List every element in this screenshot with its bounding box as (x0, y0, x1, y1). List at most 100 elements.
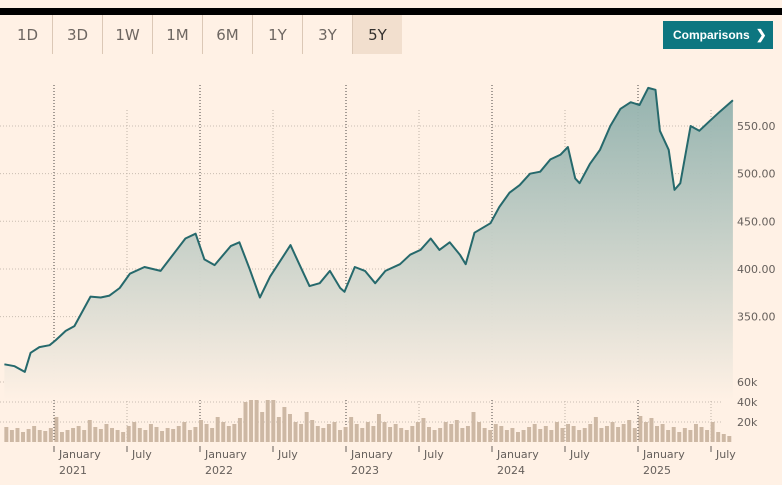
volume-bar (577, 430, 582, 442)
volume-bar (48, 428, 53, 442)
volume-bar (527, 427, 532, 442)
volume-bar (682, 428, 687, 442)
volume-bar (121, 432, 126, 442)
volume-bar (604, 426, 609, 442)
volume-bar (616, 427, 621, 442)
volume-bar (571, 426, 576, 442)
volume-bar (26, 429, 31, 442)
tab-5y[interactable]: 5Y (353, 15, 402, 54)
tab-3y[interactable]: 3Y (303, 15, 353, 54)
volume-tick-label: 20k (737, 416, 758, 429)
tab-1d[interactable]: 1D (3, 15, 53, 54)
volume-tick-label: 60k (737, 376, 758, 389)
volume-bar (304, 412, 309, 442)
x-tick-label: January (496, 448, 539, 461)
volume-bar (349, 417, 354, 442)
volume-bar (338, 430, 343, 442)
volume-bar (588, 424, 593, 442)
tab-1m[interactable]: 1M (153, 15, 203, 54)
y-tick-label: 500.00 (737, 168, 776, 181)
volume-bar (415, 422, 420, 442)
volume-bar (671, 427, 676, 442)
volume-bar (376, 414, 381, 442)
volume-bar (276, 417, 281, 442)
volume-bar (15, 428, 20, 442)
x-tick-label: January (642, 448, 685, 461)
comparisons-button[interactable]: Comparisons ❯ (663, 21, 773, 49)
volume-bar (71, 428, 76, 442)
volume-bar (21, 432, 26, 442)
x-tick-year: 2021 (59, 464, 87, 477)
volume-bar (554, 422, 559, 442)
x-tick-label: July (423, 448, 444, 461)
volume-bar (693, 424, 698, 442)
volume-bar (727, 436, 732, 442)
volume-bar (287, 414, 292, 442)
volume-bar (560, 428, 565, 442)
x-tick-year: 2022 (205, 464, 233, 477)
volume-bar (137, 428, 142, 442)
volume-bar (265, 372, 270, 442)
volume-bar (221, 422, 226, 442)
volume-bar (176, 426, 181, 442)
volume-bar (9, 430, 14, 442)
volume-bar (282, 407, 287, 442)
tab-6m[interactable]: 6M (203, 15, 253, 54)
volume-bar (599, 428, 604, 442)
price-line (4, 86, 734, 373)
volume-bar (165, 428, 170, 442)
y-tick-label: 350.00 (737, 311, 776, 324)
volume-bar (293, 422, 298, 442)
volume-bar (343, 427, 348, 442)
volume-bar (699, 427, 704, 442)
volume-bar (504, 430, 509, 442)
volume-bar (382, 422, 387, 442)
volume-bar (204, 424, 209, 442)
volume-bar (593, 417, 598, 442)
chevron-right-icon: ❯ (755, 27, 767, 42)
volume-bar (254, 387, 259, 442)
volume-bar (516, 432, 520, 442)
volume-bar (43, 431, 48, 442)
volume-bar (93, 427, 98, 442)
volume-bar (132, 422, 137, 442)
volume-bar (360, 428, 365, 442)
volume-bar (638, 416, 643, 442)
x-tick-label: January (350, 448, 393, 461)
top-rule (0, 8, 782, 15)
volume-bar (393, 424, 398, 442)
y-tick-label: 450.00 (737, 215, 776, 228)
volume-bar (260, 412, 265, 442)
volume-bar (143, 430, 148, 442)
volume-bar (677, 432, 682, 442)
volume-bar (76, 426, 81, 442)
volume-bar (115, 430, 120, 442)
volume-bar (666, 430, 671, 442)
volume-bar (449, 424, 454, 442)
x-tick-label: January (204, 448, 247, 461)
volume-bar (171, 429, 176, 442)
volume-bar (371, 426, 376, 442)
volume-bar (410, 426, 415, 442)
volume-bar (4, 427, 9, 442)
volume-bar (582, 428, 587, 442)
volume-bar (482, 428, 487, 442)
volume-bar (460, 428, 465, 442)
range-tabs: 1D 3D 1W 1M 6M 1Y 3Y 5Y (3, 15, 402, 54)
volume-bar (243, 402, 248, 442)
tab-1y[interactable]: 1Y (253, 15, 303, 54)
volume-bar (471, 412, 476, 442)
price-area (4, 87, 733, 401)
tab-3d[interactable]: 3D (53, 15, 103, 54)
volume-bar (126, 426, 131, 442)
volume-bar (510, 428, 515, 442)
volume-bar (326, 424, 331, 442)
volume-bar (59, 432, 64, 442)
volume-bar (705, 430, 710, 442)
volume-bar (354, 424, 359, 442)
tab-1w[interactable]: 1W (103, 15, 153, 54)
volume-bar (566, 424, 571, 442)
volume-bar (632, 428, 637, 442)
volume-bar (315, 426, 320, 442)
